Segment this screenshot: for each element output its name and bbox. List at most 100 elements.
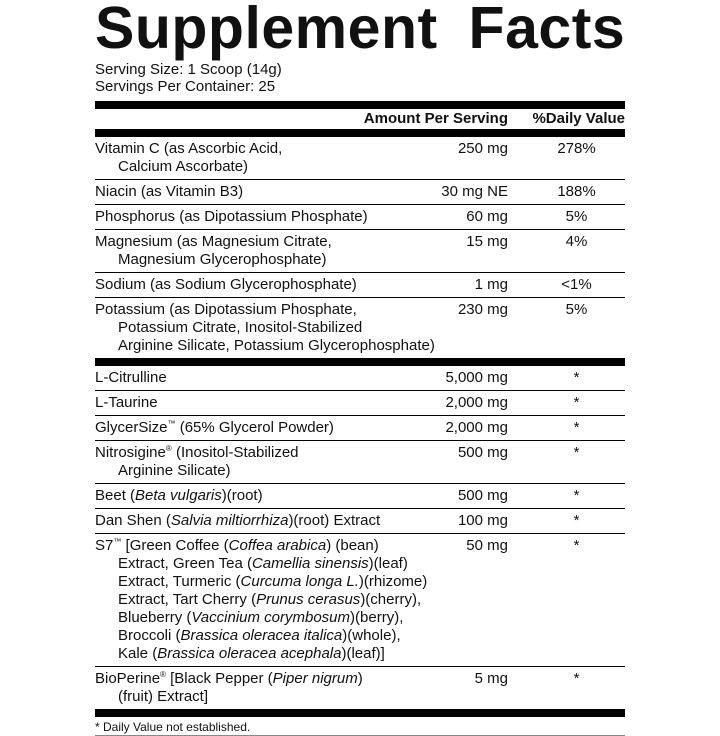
name-text: GlycerSize — [95, 419, 168, 436]
name-line: Sodium (as Sodium Glycerophosphate) — [95, 276, 425, 294]
nutrient-row: Phosphorus (as Dipotassium Phosphate) 60 … — [95, 205, 625, 230]
name-text: (65% Glycerol Powder) — [175, 419, 334, 436]
name-text: ) — [357, 670, 363, 687]
name-text: BioPerine — [95, 670, 161, 687]
amount-value: 2,000 mg — [445, 394, 508, 411]
nutrient-row: Potassium (as Dipotassium Phosphate, Pota… — [95, 298, 625, 358]
amount-value: 50 mg — [466, 537, 508, 554]
name-text: Sodium (as Sodium Glycerophosphate) — [95, 276, 357, 293]
vitamins-section: Vitamin C (as Ascorbic Acid, Calcium Asco… — [95, 137, 625, 358]
name-text: Magnesium (as Magnesium Citrate, — [95, 233, 332, 250]
name-text: Broccoli ( — [118, 627, 181, 644]
latin-name: Brassica oleracea italica — [180, 627, 343, 644]
trademark-mark: ™ — [167, 419, 176, 428]
name-text: Beet ( — [95, 487, 136, 504]
amount-value: 230 mg — [457, 301, 508, 318]
name-line: Magnesium Glycerophosphate) — [95, 251, 425, 269]
amount-value: 1 mg — [474, 276, 508, 293]
amount-value: 5,000 mg — [445, 369, 508, 386]
name-text: )(cherry), — [360, 591, 422, 608]
latin-name: Curcuma longa L. — [240, 573, 359, 590]
divider-bar — [95, 709, 625, 717]
name-text: )(berry), — [350, 609, 404, 626]
name-line: L-Citrulline — [95, 369, 425, 387]
name-line: Nitrosigine® (Inositol-Stabilized — [95, 444, 425, 462]
name-text: )(root) Extract — [288, 512, 381, 529]
latin-name: Coffea arabica — [228, 537, 327, 554]
trademark-mark: ® — [160, 670, 166, 679]
latin-name: Vaccinium corymbosum — [191, 609, 351, 626]
name-text: Extract, Tart Cherry ( — [118, 591, 257, 608]
name-line: Arginine Silicate) — [95, 462, 425, 480]
supplement-facts-panel: Supplement Facts Serving Size: 1 Scoop (… — [95, 0, 625, 736]
divider-bar — [95, 129, 625, 137]
amount-value: 5 mg — [474, 670, 508, 687]
daily-value: * — [573, 419, 580, 436]
nutrient-row: GlycerSize™ (65% Glycerol Powder) 2,000 m… — [95, 416, 625, 441]
latin-name: Piper nigrum — [272, 670, 358, 687]
daily-value: 5% — [565, 301, 588, 318]
name-line: Dan Shen (Salvia miltiorrhiza)(root) Ext… — [95, 512, 425, 530]
name-text: )(leaf) — [368, 555, 408, 572]
serving-size: Serving Size: 1 Scoop (14g) — [95, 61, 282, 78]
daily-value: * — [573, 537, 580, 554]
amount-value: 30 mg NE — [441, 183, 508, 200]
amount-value: 250 mg — [457, 140, 508, 157]
daily-value: 5% — [565, 208, 588, 225]
name-line: Beet (Beta vulgaris)(root) — [95, 487, 425, 505]
nutrient-name: GlycerSize™ (65% Glycerol Powder) — [95, 419, 425, 437]
trademark-mark: ™ — [113, 537, 122, 546]
name-line: Potassium Citrate, Inositol-Stabilized — [95, 319, 425, 337]
name-line: Phosphorus (as Dipotassium Phosphate) — [95, 208, 425, 226]
daily-value: 278% — [557, 140, 596, 157]
divider-bar — [95, 101, 625, 109]
name-text: Phosphorus (as Dipotassium Phosphate) — [95, 208, 368, 225]
amount-value: 500 mg — [457, 444, 508, 461]
nutrient-row: L-Citrulline 5,000 mg * — [95, 366, 625, 391]
name-line: Kale (Brassica oleracea acephala)(leaf)] — [95, 645, 425, 663]
name-line: Magnesium (as Magnesium Citrate, — [95, 233, 425, 251]
name-text: [Black Pepper ( — [165, 670, 273, 687]
nutrient-row: S7™ [Green Coffee (Coffea arabica) (bean… — [95, 534, 625, 667]
column-header: Amount Per Serving %Daily Value — [95, 109, 625, 129]
name-line: Arginine Silicate, Potassium Glycerophos… — [95, 337, 435, 355]
daily-value: * — [573, 394, 580, 411]
name-line: Vitamin C (as Ascorbic Acid, — [95, 140, 425, 158]
name-line: Broccoli (Brassica oleracea italica)(who… — [95, 627, 425, 645]
name-text: Arginine Silicate) — [118, 462, 231, 479]
name-text: L-Taurine — [95, 394, 158, 411]
name-line: Extract, Tart Cherry (Prunus cerasus)(ch… — [95, 591, 425, 609]
name-line: Calcium Ascorbate) — [95, 158, 425, 176]
name-text: Potassium (as Dipotassium Phosphate, — [95, 301, 357, 318]
name-text: S7 — [95, 537, 114, 554]
panel-title: Supplement Facts — [95, 0, 626, 61]
daily-value: * — [573, 444, 580, 461]
name-line: BioPerine® [Black Pepper (Piper nigrum) — [95, 670, 425, 688]
name-text: )(whole), — [342, 627, 401, 644]
amount-value: 2,000 mg — [445, 419, 508, 436]
name-text: Extract, Turmeric ( — [118, 573, 241, 590]
trademark-mark: ® — [165, 444, 172, 453]
name-line: S7™ [Green Coffee (Coffea arabica) (bean… — [95, 537, 425, 555]
name-text: [Green Coffee ( — [121, 537, 229, 554]
nutrient-name: Vitamin C (as Ascorbic Acid, Calcium Asco… — [95, 140, 425, 176]
name-line: Extract, Turmeric (Curcuma longa L.)(rhi… — [95, 573, 427, 591]
daily-value: <1% — [561, 276, 592, 293]
daily-value: * — [573, 369, 580, 386]
nutrient-name: BioPerine® [Black Pepper (Piper nigrum)(… — [95, 670, 425, 706]
name-text: Arginine Silicate, Potassium Glycerophos… — [118, 337, 435, 354]
name-text: Extract, Green Tea ( — [118, 555, 252, 572]
name-text: Dan Shen ( — [95, 512, 171, 529]
name-line: Blueberry (Vaccinium corymbosum)(berry), — [95, 609, 425, 627]
name-line: GlycerSize™ (65% Glycerol Powder) — [95, 419, 425, 437]
nutrient-name: Beet (Beta vulgaris)(root) — [95, 487, 425, 505]
nutrient-row: Sodium (as Sodium Glycerophosphate) 1 mg <… — [95, 273, 625, 298]
nutrient-name: Potassium (as Dipotassium Phosphate, Pota… — [95, 301, 435, 355]
nutrient-row: BioPerine® [Black Pepper (Piper nigrum)(… — [95, 667, 625, 709]
name-text: Calcium Ascorbate) — [118, 158, 249, 175]
nutrient-name: Sodium (as Sodium Glycerophosphate) — [95, 276, 425, 294]
amount-value: 60 mg — [466, 208, 508, 225]
divider-bar — [95, 358, 625, 366]
name-text: )(leaf)] — [341, 645, 385, 662]
name-line: L-Taurine — [95, 394, 425, 412]
